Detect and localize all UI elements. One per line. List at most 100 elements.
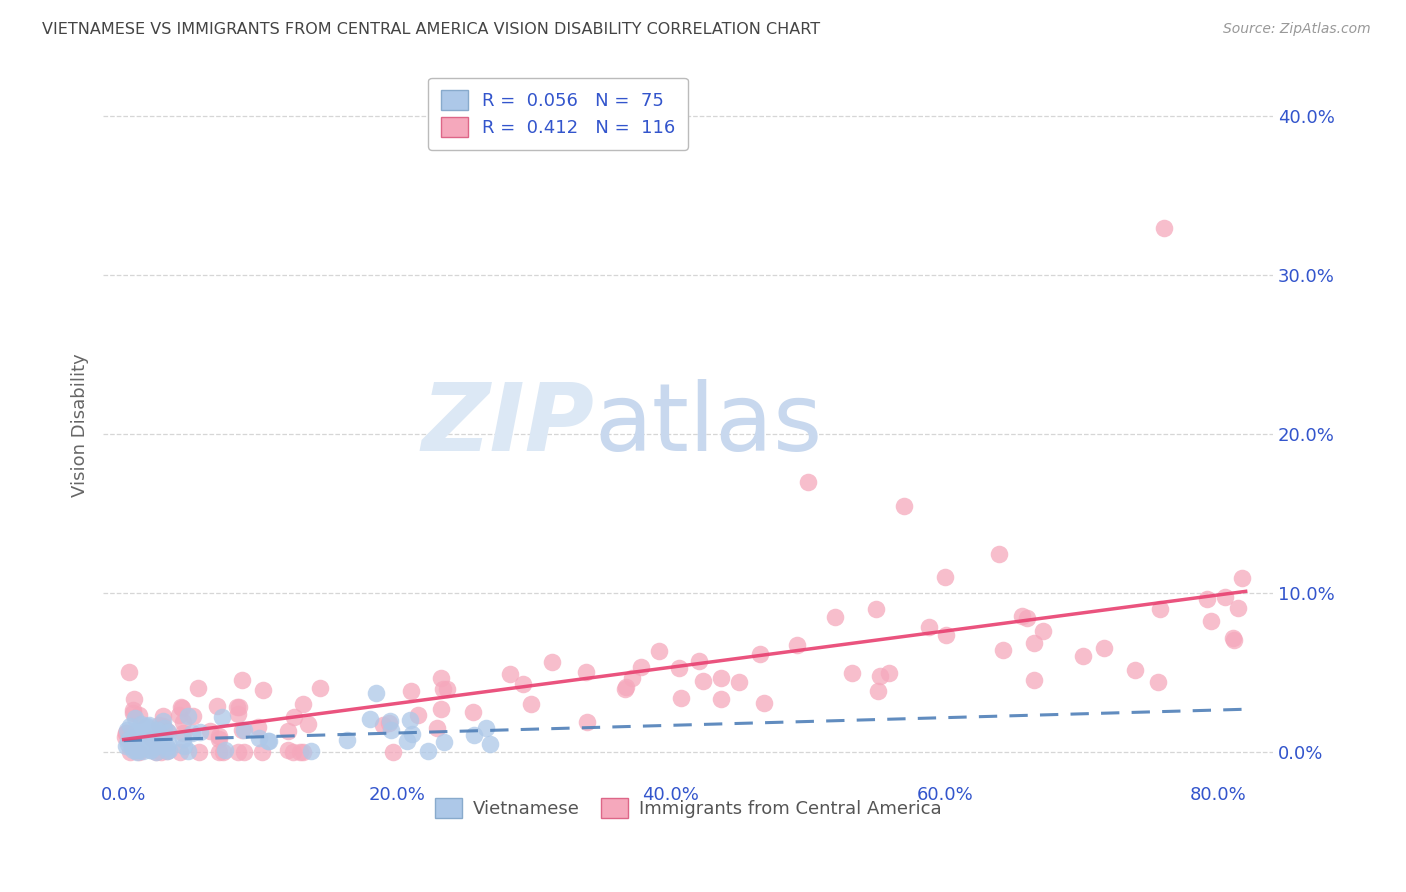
Point	[159, 743, 181, 757]
Point	[150, 745, 173, 759]
Point	[187, 681, 209, 696]
Point	[991, 643, 1014, 657]
Point	[380, 723, 402, 738]
Point	[688, 654, 710, 668]
Point	[335, 733, 357, 747]
Point	[156, 744, 179, 758]
Point	[396, 734, 419, 748]
Point	[710, 692, 733, 706]
Point	[121, 703, 143, 717]
Point	[152, 714, 174, 728]
Point	[188, 724, 211, 739]
Point	[131, 739, 153, 754]
Point	[115, 723, 138, 737]
Point	[786, 638, 808, 652]
Point	[710, 671, 733, 685]
Point	[156, 739, 179, 754]
Point	[114, 730, 136, 744]
Point	[145, 726, 167, 740]
Point	[125, 733, 148, 747]
Point	[114, 739, 136, 754]
Point	[125, 743, 148, 757]
Point	[727, 674, 749, 689]
Point	[122, 706, 145, 720]
Point	[118, 665, 141, 679]
Point	[752, 696, 775, 710]
Point	[934, 570, 956, 584]
Point	[156, 743, 179, 757]
Point	[512, 677, 534, 691]
Point	[277, 723, 299, 738]
Point	[1201, 615, 1223, 629]
Point	[122, 737, 145, 751]
Point	[935, 628, 957, 642]
Point	[426, 722, 449, 736]
Point	[1011, 608, 1033, 623]
Point	[401, 727, 423, 741]
Point	[252, 683, 274, 698]
Point	[181, 725, 204, 739]
Point	[208, 745, 231, 759]
Point	[1149, 601, 1171, 615]
Point	[869, 668, 891, 682]
Point	[866, 683, 889, 698]
Point	[139, 743, 162, 757]
Point	[877, 665, 900, 680]
Point	[226, 745, 249, 759]
Point	[406, 707, 429, 722]
Point	[233, 723, 256, 738]
Point	[146, 739, 169, 753]
Point	[118, 745, 141, 759]
Point	[1123, 663, 1146, 677]
Point	[120, 719, 142, 733]
Point	[865, 602, 887, 616]
Point	[138, 742, 160, 756]
Point	[124, 725, 146, 739]
Point	[232, 745, 254, 759]
Point	[128, 745, 150, 759]
Point	[364, 686, 387, 700]
Point	[127, 743, 149, 757]
Point	[1222, 632, 1244, 646]
Point	[257, 734, 280, 748]
Point	[132, 733, 155, 747]
Point	[121, 740, 143, 755]
Point	[172, 726, 194, 740]
Point	[398, 713, 420, 727]
Point	[136, 740, 159, 755]
Point	[613, 681, 636, 696]
Text: atlas: atlas	[595, 379, 823, 471]
Point	[576, 714, 599, 729]
Point	[129, 717, 152, 731]
Point	[475, 722, 498, 736]
Point	[181, 709, 204, 723]
Point	[797, 475, 820, 489]
Point	[277, 743, 299, 757]
Point	[122, 692, 145, 706]
Point	[463, 728, 485, 742]
Point	[749, 647, 772, 661]
Point	[136, 719, 159, 733]
Point	[208, 731, 231, 746]
Point	[246, 720, 269, 734]
Point	[145, 745, 167, 759]
Point	[1230, 571, 1253, 585]
Point	[169, 745, 191, 759]
Point	[172, 731, 194, 746]
Point	[114, 725, 136, 739]
Point	[214, 743, 236, 757]
Point	[138, 718, 160, 732]
Point	[208, 729, 231, 743]
Point	[893, 499, 915, 513]
Point	[118, 731, 141, 745]
Point	[211, 745, 233, 759]
Point	[132, 739, 155, 753]
Point	[172, 714, 194, 729]
Point	[157, 724, 180, 739]
Point	[177, 744, 200, 758]
Point	[1153, 220, 1175, 235]
Text: VIETNAMESE VS IMMIGRANTS FROM CENTRAL AMERICA VISION DISABILITY CORRELATION CHAR: VIETNAMESE VS IMMIGRANTS FROM CENTRAL AM…	[42, 22, 820, 37]
Point	[281, 745, 304, 759]
Point	[131, 741, 153, 756]
Point	[463, 706, 485, 720]
